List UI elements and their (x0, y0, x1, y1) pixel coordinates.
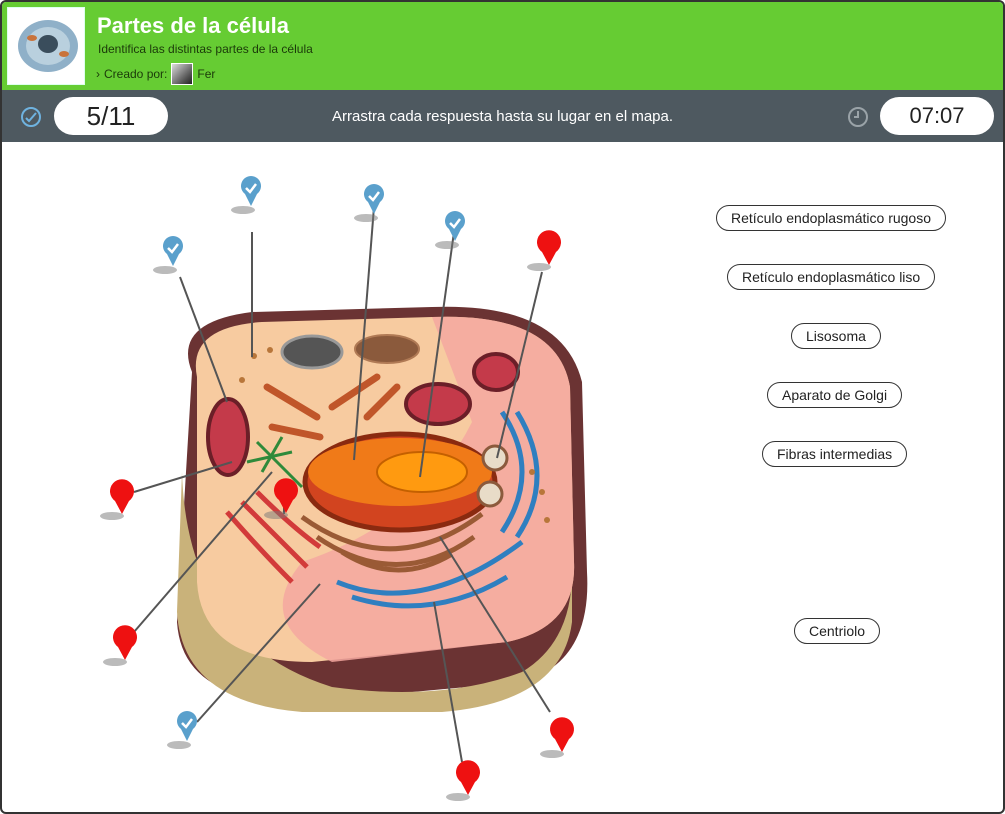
score-display: 5/11 (54, 97, 168, 135)
mitochondrion (206, 397, 250, 477)
pin-pending[interactable] (446, 760, 480, 801)
pin-pending[interactable] (527, 230, 561, 271)
creator-name[interactable]: Fer (197, 67, 216, 81)
pin-pending[interactable] (264, 478, 298, 519)
pin-correct[interactable] (231, 176, 261, 214)
lysosome (476, 480, 504, 508)
smooth-er (225, 490, 322, 584)
toolbar: 5/11 Arrastra cada respuesta hasta su lu… (2, 90, 1003, 142)
mitochondrion (472, 352, 520, 392)
pin-correct[interactable] (354, 184, 384, 222)
answer-chip-ser[interactable]: Retículo endoplasmático liso (727, 264, 936, 290)
vacuole-brown (354, 334, 420, 364)
lysosome (481, 444, 509, 472)
mitochondrion (404, 382, 472, 426)
answer-chip-fibras[interactable]: Fibras intermedias (762, 441, 908, 467)
creator-label: Creado por: (104, 67, 168, 81)
microtubules (336, 410, 540, 609)
chevron-right-icon: › (96, 67, 100, 81)
answer-chip-rer[interactable]: Retículo endoplasmático rugoso (716, 205, 947, 231)
vacuole-gray (280, 334, 344, 370)
clock-icon (848, 107, 868, 127)
pin-pending[interactable] (540, 717, 574, 758)
pin-correct[interactable] (167, 711, 197, 749)
answer-chip-golgi[interactable]: Aparato de Golgi (767, 382, 903, 408)
answer-chip-centriolo[interactable]: Centriolo (794, 618, 881, 644)
cell-diagram (100, 176, 588, 801)
orange-rods (263, 373, 401, 441)
check-circle-icon (21, 107, 41, 127)
creator-line: › Creado por: Fer (96, 63, 215, 85)
page-title: Partes de la célula (97, 13, 289, 38)
rough-er (300, 512, 484, 573)
cell-thumbnail (7, 7, 85, 85)
page-subtitle: Identifica las distintas partes de la cé… (98, 42, 313, 56)
pin-correct[interactable] (435, 211, 465, 249)
pin-pending[interactable] (103, 625, 137, 666)
leader-lines (133, 206, 551, 763)
header: Partes de la célula Identifica las disti… (2, 2, 1003, 90)
pin-correct[interactable] (153, 236, 183, 274)
nucleolus (376, 451, 468, 493)
pin-pending[interactable] (100, 479, 134, 520)
answer-chip-lisosoma[interactable]: Lisosoma (791, 323, 881, 349)
instruction-text: Arrastra cada respuesta hasta su lugar e… (331, 108, 674, 125)
fibers (246, 436, 304, 489)
avatar[interactable] (171, 63, 194, 85)
map-stage: Retículo endoplasmático rugoso Retículo … (2, 142, 1003, 812)
timer-display: 07:07 (880, 97, 994, 135)
